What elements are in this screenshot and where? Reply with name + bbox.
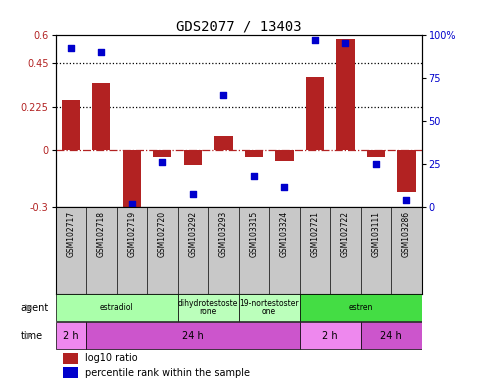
Point xyxy=(402,197,410,204)
Point xyxy=(372,161,380,167)
Text: log10 ratio: log10 ratio xyxy=(85,353,138,363)
Text: GSM103293: GSM103293 xyxy=(219,211,228,257)
Point xyxy=(341,40,349,46)
Bar xyxy=(275,150,294,161)
Text: GSM103315: GSM103315 xyxy=(249,211,258,257)
Bar xyxy=(63,353,77,364)
Text: GSM102722: GSM102722 xyxy=(341,211,350,257)
Bar xyxy=(245,150,263,157)
Text: 19-nortestoster
one: 19-nortestoster one xyxy=(239,299,299,316)
Point xyxy=(158,159,166,166)
Text: GSM102720: GSM102720 xyxy=(158,211,167,257)
Text: GSM103324: GSM103324 xyxy=(280,211,289,257)
Bar xyxy=(361,323,422,349)
Bar xyxy=(56,294,178,321)
Text: time: time xyxy=(21,331,43,341)
Bar xyxy=(214,136,232,150)
Text: GSM102721: GSM102721 xyxy=(311,211,319,257)
Text: 24 h: 24 h xyxy=(380,331,402,341)
Text: GSM102718: GSM102718 xyxy=(97,211,106,257)
Point xyxy=(98,49,105,55)
Bar xyxy=(239,294,299,321)
Bar xyxy=(299,294,422,321)
Bar xyxy=(62,100,80,150)
Bar xyxy=(63,367,77,378)
Point xyxy=(67,45,75,51)
Point xyxy=(189,190,197,197)
Text: 24 h: 24 h xyxy=(182,331,204,341)
Bar xyxy=(56,323,86,349)
Text: percentile rank within the sample: percentile rank within the sample xyxy=(85,367,250,377)
Point xyxy=(311,37,319,43)
Text: agent: agent xyxy=(21,303,49,313)
Point xyxy=(219,92,227,98)
Text: 2 h: 2 h xyxy=(63,331,79,341)
Text: GSM103111: GSM103111 xyxy=(371,211,381,257)
Point xyxy=(281,184,288,190)
Text: 2 h: 2 h xyxy=(322,331,338,341)
Bar xyxy=(92,83,111,150)
Point xyxy=(128,201,136,207)
Bar xyxy=(184,150,202,165)
Title: GDS2077 / 13403: GDS2077 / 13403 xyxy=(176,20,301,33)
Text: GSM102717: GSM102717 xyxy=(66,211,75,257)
Text: estren: estren xyxy=(348,303,373,312)
Bar xyxy=(336,40,355,150)
Bar xyxy=(86,323,299,349)
Text: estradiol: estradiol xyxy=(99,303,133,312)
Text: GSM102719: GSM102719 xyxy=(128,211,136,257)
Bar xyxy=(306,77,324,150)
Text: GSM103286: GSM103286 xyxy=(402,211,411,257)
Point xyxy=(250,173,258,179)
Bar xyxy=(178,294,239,321)
Text: dihydrotestoste
rone: dihydrotestoste rone xyxy=(178,299,238,316)
Text: GSM103292: GSM103292 xyxy=(188,211,198,257)
Bar xyxy=(123,150,141,208)
Bar xyxy=(367,150,385,157)
Bar xyxy=(153,150,171,157)
Bar xyxy=(299,323,361,349)
Bar xyxy=(397,150,415,192)
